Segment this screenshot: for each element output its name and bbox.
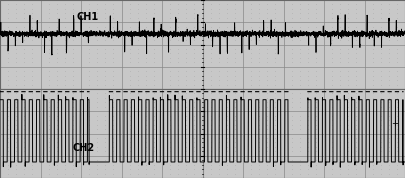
Text: CH1: CH1 <box>77 12 99 22</box>
Text: CH2: CH2 <box>73 143 95 153</box>
Text: +: + <box>392 119 398 128</box>
